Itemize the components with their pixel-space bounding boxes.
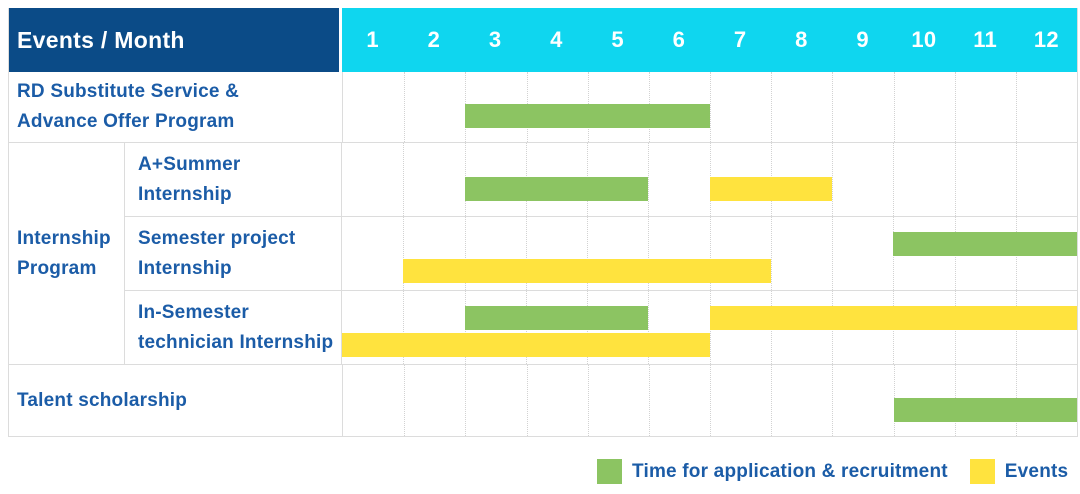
month-gridline [771,72,773,142]
table-row: Semester project Internship [125,217,1077,291]
gantt-table: Events / Month 1 2 3 4 5 6 7 8 9 10 11 12 RD Substi… [8,8,1078,437]
row-label-line: technician Internship [138,331,334,353]
row-timeline [341,291,1077,364]
bar-events [709,305,1077,330]
bar-recruitment [464,176,649,201]
month-gridline [587,365,589,436]
month-gridline [893,143,895,216]
row-label: RD Substitute Service & Advance Offer Pro… [9,72,342,142]
gantt-header-row: Events / Month 1 2 3 4 5 6 7 8 9 10 11 12 [9,8,1077,72]
row-timeline [342,365,1077,436]
month-gridline [710,72,711,142]
row-label: A+Summer Internship [125,143,341,216]
bar-recruitment [464,305,649,330]
events-month-header-cell: Events / Month [9,8,342,72]
row-timeline [341,217,1077,290]
recruitment-legend-label: Time for application & recruitment [632,460,948,482]
month-gridline [648,365,650,436]
month-label: 4 [550,27,563,52]
row-label-line: A+Summer [138,153,241,175]
recruitment-legend-swatch [597,459,622,484]
bar-recruitment [465,104,710,129]
month-label: 2 [427,27,441,52]
table-row: RD Substitute Service & Advance Offer Pro… [9,72,1077,143]
internship-program-group: Internship Program A+Summer Internship Semes… [9,143,1077,365]
row-label-line: Internship [138,183,232,205]
group-label-line: Program [17,257,97,279]
row-label: Talent scholarship [9,365,342,436]
month-header-row: 1 2 3 4 5 6 7 8 9 10 11 12 [342,8,1077,72]
month-label: 6 [672,27,686,52]
row-timeline [341,143,1077,216]
month-gridline [403,143,405,216]
gantt-body: RD Substitute Service & Advance Offer Pro… [9,72,1077,437]
month-label: 10 [911,27,937,52]
month-gridline [465,365,467,436]
month-gridline [893,72,895,142]
month-gridline [526,365,528,436]
bar-events [403,259,771,284]
events-legend-label: Events [1004,460,1069,482]
month-gridline [770,217,772,290]
month-label: 1 [366,27,379,52]
header-title: Events / Month [17,26,185,53]
month-gridline [648,143,650,216]
row-label-line: Internship [138,257,232,279]
month-gridline [832,365,834,436]
month-label: 9 [856,27,869,52]
month-gridline [954,72,956,142]
row-label: Semester project Internship [125,217,341,290]
table-row: Talent scholarship [9,365,1077,437]
bar-recruitment [893,231,1077,256]
month-gridline [771,365,773,436]
month-label: 8 [795,27,808,52]
row-label-line: In-Semester [138,301,249,323]
group-label-line: Internship [17,227,111,249]
bar-events [709,176,832,201]
month-gridline [832,217,833,290]
bar-recruitment [893,397,1077,422]
month-label: 12 [1033,27,1059,52]
bar-events [342,333,710,358]
row-label-line: Talent scholarship [17,389,188,411]
month-gridline [404,72,406,142]
row-timeline [342,72,1077,142]
row-label-line: Advance Offer Program [17,111,235,132]
table-row: A+Summer Internship [125,143,1077,217]
month-gridline [1015,72,1017,142]
month-gridline [404,365,406,436]
table-row: In-Semester technician Internship [125,291,1077,364]
month-gridline [710,365,711,436]
month-label: 11 [973,27,998,52]
group-label: Internship Program [9,143,125,364]
month-gridline [832,72,834,142]
month-gridline [832,143,833,216]
group-sub-rows: A+Summer Internship Semester project Intern… [125,143,1077,364]
row-label: In-Semester technician Internship [125,291,341,364]
legend: Time for application & recruitment Event… [597,459,1068,484]
events-legend-swatch [969,459,995,484]
month-label: 3 [488,27,502,52]
month-label: 5 [611,27,624,52]
row-label-line: Semester project [138,227,296,249]
month-gridline [954,143,956,216]
month-label: 7 [733,27,747,52]
row-label-line: RD Substitute Service & [17,81,240,102]
month-gridline [1015,143,1017,216]
